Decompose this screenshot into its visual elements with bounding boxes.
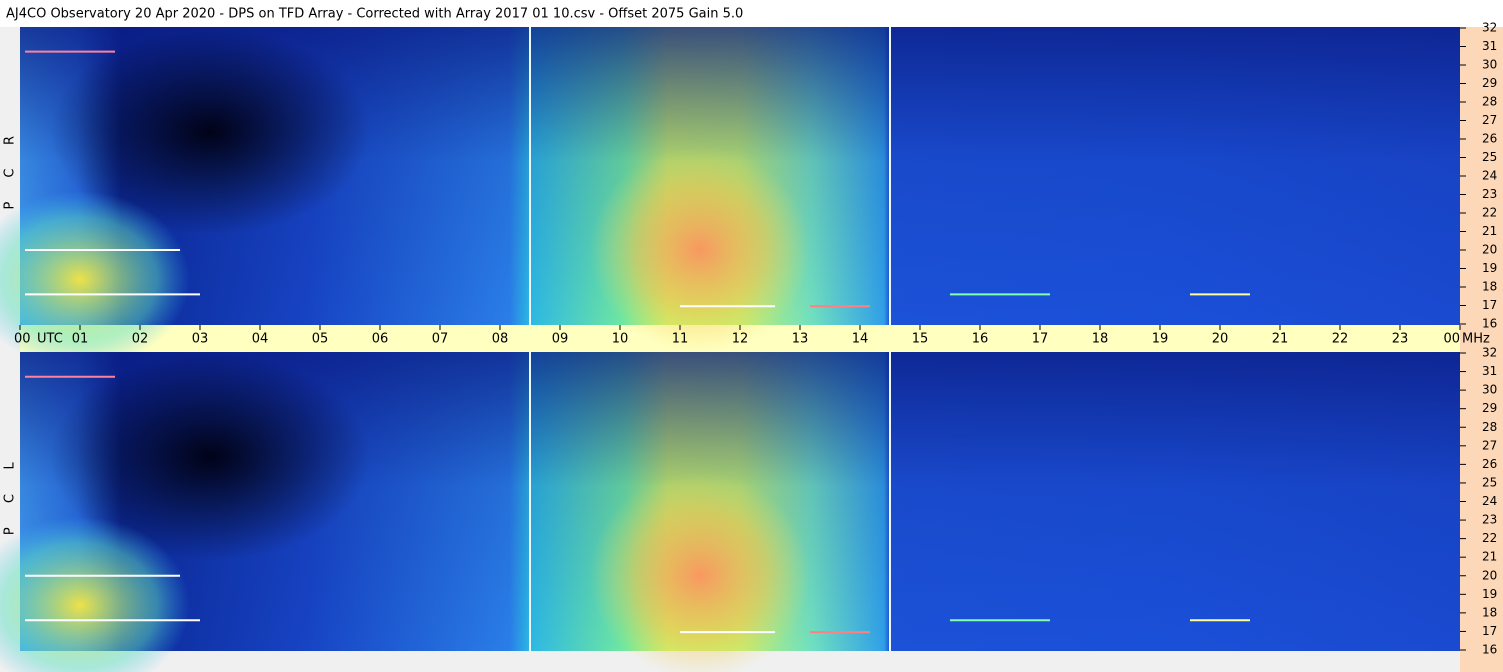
y-tick-label: 23: [1482, 187, 1497, 201]
y-tick-label: 32: [1482, 21, 1497, 35]
y-tick-label: 31: [1482, 39, 1497, 53]
x-tick-label: 00: [1443, 332, 1460, 347]
y-tick-label: 19: [1482, 587, 1497, 601]
x-tick-label: 06: [372, 332, 389, 347]
x-tick-label: 02: [132, 332, 149, 347]
y-tick-label: 27: [1482, 113, 1497, 127]
panel-label: L: [3, 461, 18, 469]
x-tick-label: 17: [1032, 332, 1049, 347]
x-tick-label: 09: [552, 332, 569, 347]
x-tick-label: 13: [792, 332, 809, 347]
y-tick-label: 21: [1482, 224, 1497, 238]
x-tick-label: 21: [1272, 332, 1289, 347]
panel-label: R: [3, 136, 18, 145]
y-tick-label: 17: [1482, 624, 1497, 638]
x-tick-label: 03: [192, 332, 209, 347]
x-tick-label: 20: [1212, 332, 1229, 347]
y-tick-label: 25: [1482, 475, 1497, 489]
quiet-region: [50, 28, 370, 236]
warm-region: [590, 471, 810, 672]
x-tick-label: 05: [312, 332, 329, 347]
panel-label: C: [3, 494, 18, 503]
y-tick-label: 28: [1482, 95, 1497, 109]
y-tick-label: 18: [1482, 605, 1497, 619]
y-tick-label: 17: [1482, 298, 1497, 312]
y-tick-label: 16: [1482, 643, 1497, 657]
burst-region: [0, 190, 190, 369]
y-tick-label: 31: [1482, 364, 1497, 378]
panel-label: P: [3, 527, 18, 535]
x-unit: UTC: [37, 332, 63, 347]
y-tick-label: 22: [1482, 531, 1497, 545]
x-tick-label: 23: [1392, 332, 1409, 347]
panel-label: C: [3, 169, 18, 178]
y-tick-label: 23: [1482, 513, 1497, 527]
y-tick-label: 32: [1482, 346, 1497, 360]
burst-region: [0, 516, 190, 672]
y-tick-label: 26: [1482, 457, 1497, 471]
x-tick-label: 12: [732, 332, 749, 347]
title-bar: [0, 0, 1503, 27]
x-tick-label: 15: [912, 332, 929, 347]
y-tick-label: 19: [1482, 261, 1497, 275]
y-tick-label: 29: [1482, 401, 1497, 415]
x-tick-label: 04: [252, 332, 269, 347]
y-axis-strip: [1460, 27, 1503, 672]
warm-region: [590, 146, 810, 354]
y-tick-label: 29: [1482, 76, 1497, 90]
quiet-region: [50, 353, 370, 561]
x-tick-label: 11: [672, 332, 689, 347]
y-tick-label: 22: [1482, 206, 1497, 220]
y-tick-label: 30: [1482, 383, 1497, 397]
spectrogram-panel: [0, 27, 1460, 369]
y-tick-label: 20: [1482, 568, 1497, 582]
y-tick-label: 25: [1482, 150, 1497, 164]
title: AJ4CO Observatory 20 Apr 2020 - DPS on T…: [6, 7, 743, 22]
panel-label: P: [3, 202, 18, 210]
y-tick-label: 27: [1482, 438, 1497, 452]
y-tick-label: 16: [1482, 317, 1497, 331]
y-unit: MHz: [1462, 332, 1490, 347]
x-tick-label: 22: [1332, 332, 1349, 347]
y-tick-label: 30: [1482, 58, 1497, 72]
y-tick-label: 26: [1482, 132, 1497, 146]
y-tick-label: 24: [1482, 169, 1497, 183]
spectrogram-panel: [0, 352, 1460, 672]
x-tick-label: 08: [492, 332, 509, 347]
x-tick-label: 01: [72, 332, 89, 347]
x-tick-label: 00: [14, 332, 31, 347]
y-tick-label: 20: [1482, 243, 1497, 257]
y-tick-label: 28: [1482, 420, 1497, 434]
y-tick-label: 21: [1482, 550, 1497, 564]
x-tick-label: 16: [972, 332, 989, 347]
y-tick-label: 24: [1482, 494, 1497, 508]
y-tick-label: 18: [1482, 280, 1497, 294]
x-tick-label: 10: [612, 332, 629, 347]
x-tick-label: 14: [852, 332, 869, 347]
x-tick-label: 07: [432, 332, 449, 347]
x-tick-label: 18: [1092, 332, 1109, 347]
x-tick-label: 19: [1152, 332, 1169, 347]
